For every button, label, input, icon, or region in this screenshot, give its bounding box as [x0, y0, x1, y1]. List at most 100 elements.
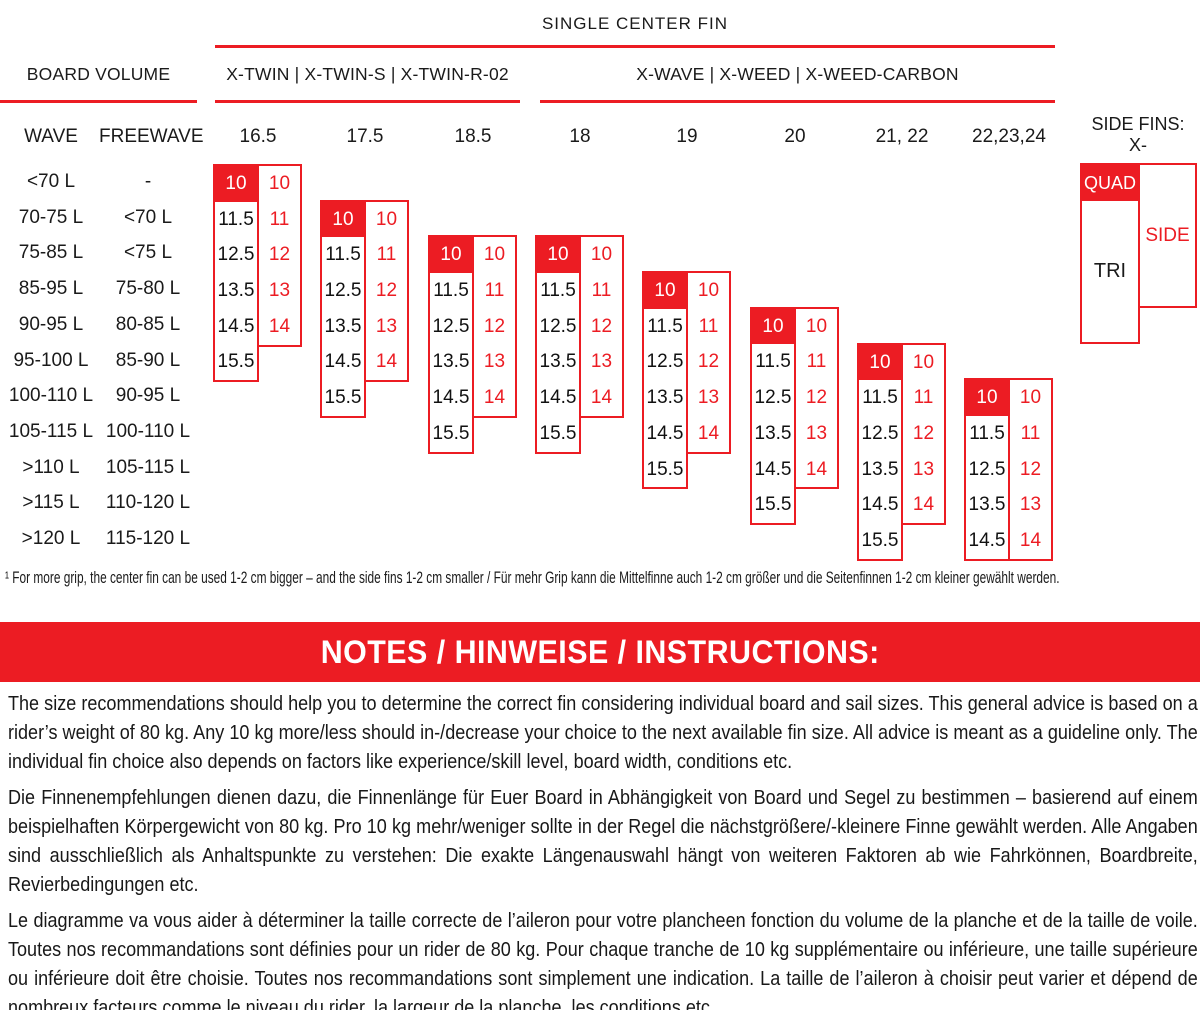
- side-fin-box: 10 11 12 13 14: [364, 199, 409, 383]
- volume-row: <70 L -: [0, 164, 200, 200]
- side-fin-cell: 10: [697, 280, 720, 302]
- side-fin-box: 10 11 12 13 14: [257, 164, 302, 347]
- center-fin-cell: 12.5: [646, 351, 684, 373]
- side-fin-cell: 14: [912, 494, 935, 516]
- center-fin-cell: 14.5: [324, 351, 362, 373]
- center-fin-cell: 10: [966, 380, 1008, 416]
- center-fin-cell: 10: [859, 344, 901, 381]
- volume-row: >120 L 115-120 L: [0, 521, 200, 557]
- side-fin-cell: 14: [483, 387, 506, 409]
- center-fin-cell: 12.5: [968, 458, 1006, 480]
- side-fin-cell: 12: [805, 387, 828, 409]
- center-fin-cell: 14.5: [754, 458, 792, 480]
- center-fin-cell: 14.5: [217, 315, 255, 337]
- center-fin-legend-box: QUAD TRI: [1080, 163, 1140, 344]
- wave-volume-label: 105-115 L: [8, 420, 94, 442]
- center-fin-box: 10 11.5 12.5 13.5 14.5 15.5: [642, 271, 688, 490]
- side-fin-cell: 14: [268, 315, 291, 337]
- center-fin-box: 10 11.5 12.5 13.5 14.5 15.5: [428, 235, 474, 454]
- freewave-volume-label: 75-80 L: [115, 278, 181, 300]
- center-fin-cell: 11.5: [433, 280, 469, 302]
- side-fins-label: SIDE FINS: X-: [1078, 114, 1198, 156]
- side-fin-cell: 14: [697, 422, 720, 444]
- wave-volume-label: >120 L: [21, 528, 81, 549]
- side-fin-cell: 13: [590, 351, 613, 373]
- center-fin-box: 10 11.5 12.5 13.5 14.5: [964, 378, 1010, 561]
- side-fin-box: 10 11 12 13 14: [686, 271, 731, 454]
- volume-row: 105-115 L 100-110 L: [0, 414, 200, 450]
- center-fin-cell: 15.5: [324, 387, 362, 409]
- center-fin-cell: 13.5: [539, 351, 577, 373]
- side-fins-label-line1: SIDE FINS:: [1091, 114, 1185, 134]
- chart-title: SINGLE CENTER FIN: [541, 14, 729, 33]
- side-fin-cell: 10: [590, 244, 613, 266]
- center-fin-cell: 12.5: [539, 315, 577, 337]
- side-fin-box: 10 11 12 13 14: [794, 306, 839, 490]
- volume-row: >110 L 105-115 L: [0, 450, 200, 486]
- center-fin-cell: 13.5: [968, 494, 1006, 516]
- center-fin-cell: 15.5: [861, 529, 899, 551]
- center-fin-box: 10 11.5 12.5 13.5 14.5 15.5: [535, 235, 581, 454]
- sail-size-header: 16.5: [239, 126, 277, 147]
- center-fin-cell: 12.5: [432, 315, 470, 337]
- center-fin-cell: 11.5: [969, 422, 1005, 444]
- notes-banner: NOTES / HINWEISE / INSTRUCTIONS:: [0, 622, 1200, 682]
- side-legend-label: SIDE: [1145, 224, 1190, 246]
- fin-group-1-header: X-TWIN | X-TWIN-S | X-TWIN-R-02: [226, 64, 509, 84]
- wave-volume-label: 70-75 L: [18, 206, 84, 228]
- center-fin-cell: 11.5: [325, 244, 361, 266]
- center-fin-box: 10 11.5 12.5 13.5 14.5 15.5: [320, 199, 366, 418]
- center-fin-box: 10 11.5 12.5 13.5 14.5 15.5: [857, 342, 903, 561]
- wave-volume-label: >115 L: [22, 492, 80, 514]
- center-fin-box: 10 11.5 12.5 13.5 14.5 15.5: [750, 306, 796, 525]
- side-fin-cell: 11: [376, 244, 397, 266]
- freewave-volume-label: 100-110 L: [105, 420, 191, 442]
- side-fin-cell: 14: [805, 458, 828, 480]
- side-fin-cell: 10: [912, 351, 935, 373]
- side-fin-cell: 13: [697, 387, 720, 409]
- freewave-volume-label: 90-95 L: [115, 385, 181, 407]
- side-fin-cell: 11: [698, 315, 719, 337]
- notes-paragraph-en: The size recommendations should help you…: [8, 692, 1198, 773]
- side-fin-cell: 11: [913, 387, 934, 409]
- side-fin-cell: 12: [483, 315, 506, 337]
- notes-paragraph-fr: Le diagramme va vous aider à déterminer …: [8, 909, 1198, 1010]
- board-volume-underline: [0, 100, 197, 103]
- freewave-volume-label: 105-115 L: [105, 456, 191, 478]
- center-fin-cell: 15.5: [646, 458, 684, 480]
- center-fin-cell: 12.5: [324, 280, 362, 302]
- side-fin-cell: 11: [269, 208, 290, 230]
- side-fin-cell: 11: [1020, 422, 1041, 444]
- wave-volume-label: 85-95 L: [18, 278, 84, 300]
- wave-volume-label: 100-110 L: [8, 385, 94, 407]
- side-fin-cell: 13: [483, 351, 506, 373]
- side-fin-box: 10 11 12 13 14: [1008, 378, 1053, 561]
- wave-volume-label: 90-95 L: [18, 313, 84, 335]
- freewave-volume-label: 80-85 L: [115, 313, 181, 335]
- center-fin-cell: 14.5: [968, 529, 1006, 551]
- side-fin-cell: 13: [268, 280, 291, 302]
- side-fin-cell: 10: [375, 208, 398, 230]
- freewave-volume-label: -: [144, 171, 152, 192]
- volume-row: 90-95 L 80-85 L: [0, 307, 200, 343]
- freewave-volume-label: 110-120 L: [105, 492, 191, 514]
- side-fin-box: 10 11 12 13 14: [901, 342, 946, 525]
- side-fin-box: 10 11 12 13 14: [579, 235, 624, 418]
- side-fin-cell: 12: [375, 280, 398, 302]
- sail-size-header: 17.5: [346, 126, 384, 147]
- wave-column-header: WAVE: [24, 126, 78, 147]
- quad-legend-label: QUAD: [1082, 165, 1138, 201]
- side-fin-cell: 12: [697, 351, 720, 373]
- fin-group-2-header: X-WAVE | X-WEED | X-WEED-CARBON: [636, 64, 959, 84]
- center-fin-cell: 11.5: [540, 280, 576, 302]
- center-fin-cell: 10: [322, 201, 364, 238]
- center-fin-cell: 11.5: [862, 387, 898, 409]
- board-volume-header: BOARD VOLUME: [26, 64, 171, 84]
- volume-row: >115 L 110-120 L: [0, 485, 200, 521]
- side-fin-cell: 14: [1019, 529, 1042, 551]
- side-fin-box: 10 11 12 13 14: [472, 235, 517, 418]
- freewave-volume-label: <70 L: [123, 206, 173, 228]
- side-fin-cell: 12: [912, 422, 935, 444]
- side-fin-cell: 11: [591, 280, 612, 302]
- sail-size-header: 18: [569, 126, 591, 147]
